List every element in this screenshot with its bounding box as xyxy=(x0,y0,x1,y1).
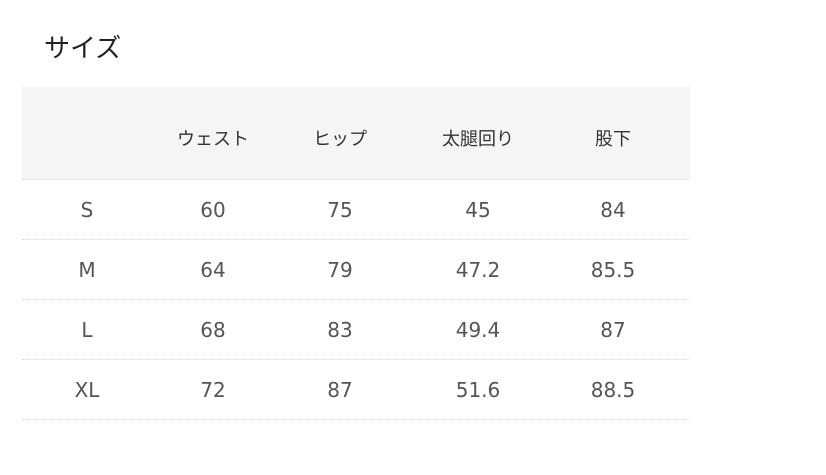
size-label-cell: S xyxy=(80,197,94,222)
table-cell: 83 xyxy=(327,317,353,342)
header-cell-hip: ヒップ xyxy=(313,129,367,150)
table-cell: 51.6 xyxy=(455,377,501,402)
page-title: サイズ xyxy=(44,34,122,64)
table-cell: 87 xyxy=(600,317,626,342)
table-cell: 49.4 xyxy=(455,317,501,342)
table-row: S 60 75 45 84 xyxy=(22,180,690,240)
header-cell-inseam: 股下 xyxy=(595,129,631,150)
table-cell: 75 xyxy=(327,197,353,222)
table-row: L 68 83 49.4 87 xyxy=(22,300,690,360)
size-label-cell: L xyxy=(81,317,93,342)
header-cell-waist: ウェスト xyxy=(177,129,249,150)
table-cell: 84 xyxy=(600,197,626,222)
size-table: ウェスト ヒップ 太腿回り 股下 S 60 75 45 84 M 64 79 47.2 85.5 L… xyxy=(22,87,690,420)
table-cell: 45 xyxy=(465,197,491,222)
size-label-cell: M xyxy=(78,257,96,282)
table-header-row: ウェスト ヒップ 太腿回り 股下 xyxy=(22,87,690,180)
table-cell: 60 xyxy=(200,197,226,222)
table-row: XL 72 87 51.6 88.5 xyxy=(22,360,690,420)
table-cell: 64 xyxy=(200,257,226,282)
table-cell: 87 xyxy=(327,377,353,402)
table-cell: 88.5 xyxy=(590,377,636,402)
table-row: M 64 79 47.2 85.5 xyxy=(22,240,690,300)
table-cell: 85.5 xyxy=(590,257,636,282)
header-cell-thigh: 太腿回り xyxy=(442,129,514,150)
size-label-cell: XL xyxy=(74,377,100,402)
table-cell: 47.2 xyxy=(455,257,501,282)
table-cell: 68 xyxy=(200,317,226,342)
table-cell: 79 xyxy=(327,257,353,282)
table-cell: 72 xyxy=(200,377,226,402)
